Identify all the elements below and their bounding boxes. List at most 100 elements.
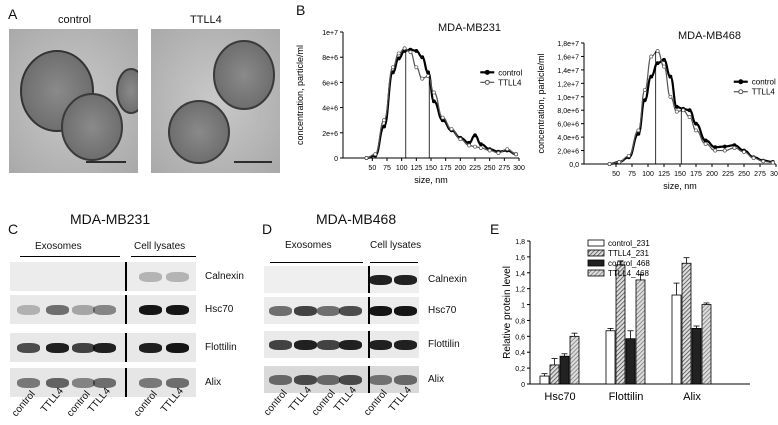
x-axis-label: size, nm xyxy=(414,175,448,185)
panel-c-title: MDA-MB231 xyxy=(70,211,151,227)
data-point-TTLL4 xyxy=(649,54,654,59)
bar-control_231-alix xyxy=(671,294,682,385)
legend-label-control_468: control_468 xyxy=(608,259,650,268)
data-point-control xyxy=(649,74,654,79)
data-point-TTLL4 xyxy=(722,148,727,153)
data-point-TTLL4 xyxy=(687,114,692,119)
blot-band xyxy=(394,374,417,385)
y-tick-label: 1,6e+7 xyxy=(557,54,579,61)
blot-strip-alix xyxy=(10,368,196,397)
blot-divider xyxy=(125,262,127,291)
bar-control_468-flottilin xyxy=(625,338,636,385)
panel-c-group-line-exo xyxy=(20,256,120,257)
data-point-TTLL4 xyxy=(458,137,463,142)
legend-label-TTLL4: TTLL4 xyxy=(752,88,776,97)
blot-band xyxy=(72,377,95,388)
blot-band xyxy=(269,339,292,350)
x-tick-label: 200 xyxy=(706,171,718,178)
x-axis-label: size, nm xyxy=(663,181,697,191)
blot-band xyxy=(139,377,162,388)
legend-label-TTLL4: TTLL4 xyxy=(498,78,522,87)
bar-control_468-alix xyxy=(691,327,702,385)
panel-a-label-ttll4: TTLL4 xyxy=(190,14,222,26)
y-tick-label: 1,8 xyxy=(515,239,525,246)
blot-strip-calnexin xyxy=(264,266,419,293)
data-point-control xyxy=(420,55,425,60)
blot-row-label-hsc70: Hsc70 xyxy=(205,303,234,315)
em-control-graphic xyxy=(9,29,138,173)
x-tick-label: 275 xyxy=(754,171,766,178)
data-point-TTLL4 xyxy=(390,65,395,70)
y-tick-label: 0 xyxy=(334,156,338,163)
blot-band xyxy=(166,342,189,353)
blot-band xyxy=(269,374,292,385)
y-tick-label: 1,4 xyxy=(515,271,525,278)
y-tick-label: 1e+7 xyxy=(322,30,338,37)
data-point-TTLL4 xyxy=(770,160,775,165)
legend-swatch-TTLL4_468 xyxy=(587,269,605,277)
blot-divider xyxy=(368,331,370,358)
legend-label-control: control xyxy=(498,68,522,77)
blot-row-label-alix: Alix xyxy=(428,373,445,385)
x-tick-label: 175 xyxy=(440,165,452,172)
y-tick-label: 1,6 xyxy=(515,255,525,262)
y-tick-label: 0 xyxy=(521,382,525,389)
blot-row-label-calnexin: Calnexin xyxy=(205,270,244,282)
y-tick-label: 0,4 xyxy=(515,350,525,357)
y-tick-label: 0,2 xyxy=(515,366,525,373)
blot-band xyxy=(17,377,40,388)
blot-strip-hsc70 xyxy=(264,297,419,324)
blot-band xyxy=(339,305,362,316)
x-tick-label: 125 xyxy=(410,165,422,172)
x-category-label: Hsc70 xyxy=(544,391,575,403)
blot-band xyxy=(46,377,69,388)
legend-swatch-control_231 xyxy=(587,239,605,247)
panel-d-group-line-exo xyxy=(270,262,363,263)
data-point-TTLL4 xyxy=(505,147,510,152)
y-tick-label: 2e+6 xyxy=(322,131,338,138)
blot-strip-calnexin xyxy=(10,262,196,291)
blot-band xyxy=(93,342,116,353)
x-tick-label: 300 xyxy=(513,165,525,172)
data-point-TTLL4 xyxy=(642,88,647,93)
bar-TTLL4_231-flottilin xyxy=(615,264,626,385)
blot-band xyxy=(139,304,162,315)
legend-marker-TTLL4 xyxy=(484,79,490,85)
data-point-TTLL4 xyxy=(364,156,369,160)
data-point-TTLL4 xyxy=(449,127,454,131)
data-point-control xyxy=(694,121,698,126)
legend-marker-TTLL4 xyxy=(738,89,744,95)
x-tick-label: 100 xyxy=(642,171,654,178)
data-point-TTLL4 xyxy=(496,151,501,155)
y-tick-label: 0,6 xyxy=(515,334,525,341)
blot-row-label-flottilin: Flottilin xyxy=(428,338,460,350)
em-ttll4-graphic xyxy=(151,29,280,173)
data-point-TTLL4 xyxy=(674,109,679,114)
panel-d-group-lysates: Cell lysates xyxy=(370,240,422,251)
x-tick-label: 50 xyxy=(368,165,376,172)
legend-label-TTLL4_468: TTLL4_468 xyxy=(608,269,649,278)
blot-band xyxy=(93,377,116,388)
panel-d-letter: D xyxy=(262,221,273,237)
blot-row-label-flottilin: Flottilin xyxy=(205,341,237,353)
legend-marker-control xyxy=(738,79,744,85)
data-point-TTLL4 xyxy=(382,118,387,123)
bar-control_468-hsc70 xyxy=(559,355,570,385)
chart-b1-title: MDA-MB231 xyxy=(438,22,501,34)
data-point-control xyxy=(662,57,666,62)
data-point-TTLL4 xyxy=(487,148,492,153)
blot-band xyxy=(17,304,40,315)
blot-band xyxy=(166,304,189,315)
panel-e-letter: E xyxy=(490,221,500,237)
y-tick-label: 6e+6 xyxy=(322,80,338,87)
y-axis-label: Relative protein level xyxy=(502,266,513,359)
blot-band xyxy=(166,377,189,388)
data-point-control xyxy=(473,133,477,138)
blot-strip-flottilin xyxy=(10,333,196,362)
data-point-TTLL4 xyxy=(514,152,519,157)
x-category-label: Alix xyxy=(683,391,701,403)
blot-band xyxy=(369,374,392,385)
